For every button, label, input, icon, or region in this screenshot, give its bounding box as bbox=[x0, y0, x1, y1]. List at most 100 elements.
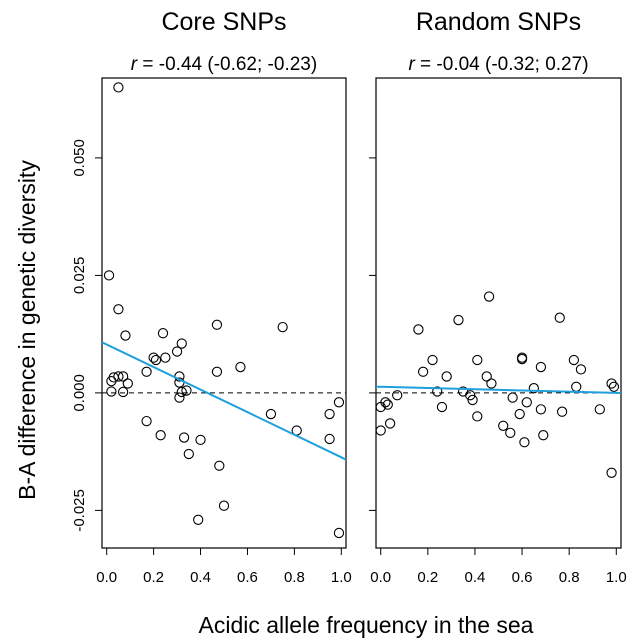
data-point bbox=[380, 397, 391, 408]
data-point bbox=[498, 420, 509, 431]
data-point bbox=[195, 434, 206, 446]
x-tick-label: 0.0 bbox=[370, 569, 391, 586]
data-point bbox=[120, 330, 131, 341]
data-point bbox=[150, 354, 162, 366]
data-point bbox=[211, 366, 223, 377]
data-point bbox=[472, 354, 483, 366]
data-point bbox=[183, 448, 194, 460]
data-point bbox=[472, 411, 483, 422]
y-tick-label: 0.000 bbox=[71, 374, 88, 412]
data-point bbox=[333, 527, 345, 539]
data-point bbox=[324, 433, 335, 445]
data-point bbox=[441, 371, 452, 382]
data-point bbox=[427, 354, 438, 366]
x-tick-label: 0.8 bbox=[284, 569, 305, 586]
data-point bbox=[117, 386, 129, 398]
data-point bbox=[606, 378, 617, 389]
data-point bbox=[211, 319, 223, 330]
plot-frame bbox=[375, 77, 622, 549]
data-point bbox=[174, 392, 185, 403]
data-point bbox=[467, 394, 478, 406]
data-point bbox=[176, 338, 187, 349]
scatter-panel-1: Core SNPs r = -0.44 (-0.62; -0.23) 0.0 0.2 0… bbox=[71, 8, 352, 586]
data-point bbox=[528, 383, 539, 394]
data-point bbox=[417, 366, 429, 377]
correlation-symbol: r bbox=[131, 54, 138, 75]
data-point bbox=[436, 401, 448, 413]
data-point bbox=[141, 366, 152, 377]
x-tick-label: 0.4 bbox=[190, 569, 211, 586]
data-point bbox=[505, 427, 516, 438]
data-point bbox=[432, 386, 443, 397]
data-point bbox=[113, 82, 124, 93]
data-point bbox=[465, 390, 476, 401]
correlation-symbol: r bbox=[408, 54, 415, 75]
data-point bbox=[453, 314, 464, 326]
data-point bbox=[181, 385, 192, 396]
y-tick-label: 0.025 bbox=[71, 257, 88, 295]
data-point bbox=[606, 467, 617, 478]
correlation-label: r = -0.04 (-0.32; 0.27) bbox=[408, 54, 588, 75]
data-point bbox=[176, 386, 187, 398]
data-point bbox=[483, 291, 495, 302]
data-point bbox=[535, 404, 547, 415]
data-point bbox=[556, 406, 568, 417]
data-point bbox=[481, 371, 492, 382]
data-point bbox=[171, 346, 183, 357]
regression-line bbox=[375, 385, 622, 395]
data-point bbox=[519, 437, 530, 448]
correlation-value: = -0.44 (-0.62; -0.23) bbox=[137, 54, 317, 75]
data-point bbox=[333, 397, 345, 408]
data-point bbox=[384, 418, 396, 429]
data-point bbox=[235, 361, 246, 373]
x-tick-label: 0.0 bbox=[96, 569, 117, 586]
data-point bbox=[507, 392, 518, 403]
data-point bbox=[148, 352, 159, 363]
y-axis-title: B-A difference in genetic diversity bbox=[14, 160, 40, 500]
data-point bbox=[324, 408, 335, 420]
data-point bbox=[521, 397, 532, 408]
data-point bbox=[575, 364, 587, 375]
data-point bbox=[113, 371, 124, 382]
x-tick-label: 0.6 bbox=[512, 569, 533, 586]
plot-frame bbox=[101, 77, 347, 549]
y-tick-label: -0.025 bbox=[71, 489, 88, 532]
data-point bbox=[375, 425, 386, 436]
data-point bbox=[594, 404, 605, 415]
data-point bbox=[193, 514, 204, 525]
data-point bbox=[141, 415, 152, 427]
data-point bbox=[538, 430, 549, 441]
correlation-value: = -0.04 (-0.32; 0.27) bbox=[415, 54, 589, 75]
x-tick-label: 0.4 bbox=[465, 569, 486, 586]
x-tick-label: 0.2 bbox=[417, 569, 438, 586]
regression-line bbox=[101, 341, 347, 461]
data-point bbox=[392, 390, 403, 401]
panels: Core SNPs r = -0.44 (-0.62; -0.23) 0.0 0.2 0… bbox=[71, 8, 627, 586]
data-point bbox=[265, 408, 277, 420]
data-point bbox=[382, 399, 393, 410]
data-point bbox=[571, 381, 582, 392]
data-point bbox=[214, 460, 225, 471]
x-axis-title: Acidic allele frequency in the sea bbox=[199, 612, 534, 638]
x-tick-label: 0.2 bbox=[143, 569, 164, 586]
data-point bbox=[486, 378, 497, 389]
data-point bbox=[554, 312, 565, 323]
correlation-label: r = -0.44 (-0.62; -0.23) bbox=[131, 54, 317, 75]
data-point bbox=[535, 361, 547, 373]
data-point bbox=[117, 371, 129, 382]
data-point bbox=[568, 354, 580, 366]
x-tick-label: 1.0 bbox=[606, 569, 627, 586]
x-tick-label: 1.0 bbox=[331, 569, 352, 586]
y-tick-label: 0.050 bbox=[71, 139, 88, 177]
x-tick-label: 0.6 bbox=[237, 569, 258, 586]
data-point bbox=[608, 381, 620, 392]
data-point bbox=[113, 304, 124, 315]
data-point bbox=[218, 500, 230, 511]
data-point bbox=[413, 324, 424, 335]
data-point bbox=[160, 352, 171, 363]
data-point bbox=[178, 432, 190, 443]
data-point bbox=[514, 408, 525, 420]
data-point bbox=[155, 430, 166, 441]
